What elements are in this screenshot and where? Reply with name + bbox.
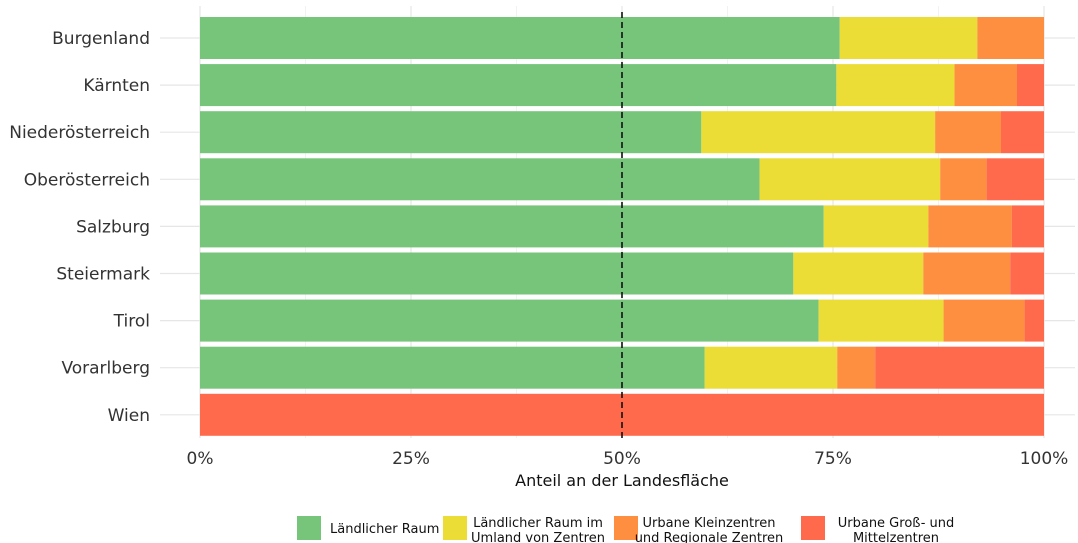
bar-segment: [837, 346, 876, 389]
legend-swatch: [443, 516, 467, 540]
y-tick-label: Salzburg: [76, 217, 150, 237]
legend-label-line: Umland von Zentren: [471, 531, 605, 543]
y-tick-label: Steiermark: [56, 265, 150, 285]
legend-label-line: Ländlicher Raum im: [473, 516, 603, 531]
bar-segment: [977, 17, 1044, 59]
bar-segment: [200, 299, 819, 342]
x-tick-label: 0%: [187, 449, 214, 469]
bar-segment: [928, 205, 1012, 248]
y-tick-label: Tirol: [113, 312, 150, 332]
bar-segment: [923, 252, 1011, 295]
bar-segment: [1000, 111, 1044, 154]
bar-segment: [1024, 299, 1044, 342]
legend-label: Ländlicher Raum im Umland von Zentren: [471, 516, 605, 543]
legend-swatch: [297, 516, 321, 540]
x-tick-labels: 0% 25% 50% 75% 100%: [187, 449, 1069, 469]
y-tick-label: Kärnten: [83, 76, 150, 96]
bar-segment: [200, 346, 705, 389]
bar-segment: [200, 205, 824, 248]
bar-segment: [818, 299, 944, 342]
x-axis-title: Anteil an der Landesfläche: [515, 471, 729, 490]
bar-segment: [986, 158, 1044, 201]
bar-segment: [701, 111, 936, 154]
bar-segment: [200, 17, 840, 59]
bar-segment: [704, 346, 838, 389]
legend-swatch: [801, 516, 825, 540]
x-tick-label: 25%: [392, 449, 430, 469]
legend-label-line: Mittelzentren: [853, 531, 939, 543]
bar-segment: [793, 252, 924, 295]
y-tick-label: Burgenland: [52, 29, 150, 49]
bar-segment: [943, 299, 1025, 342]
y-tick-label: Vorarlberg: [61, 359, 150, 379]
bar-segment: [823, 205, 929, 248]
bar-segment: [839, 17, 978, 59]
x-tick-label: 100%: [1020, 449, 1069, 469]
legend-label: Urbane Kleinzentren und Regionale Zentren: [635, 516, 784, 543]
y-tick-labels: Burgenland Kärnten Niederösterreich Oberöst…: [9, 29, 150, 426]
legend-label-line: Urbane Groß- und: [838, 516, 955, 531]
legend-label: Ländlicher Raum: [330, 522, 439, 537]
bar-segment: [1011, 205, 1044, 248]
bar-segment: [200, 111, 702, 154]
legend-label-line: Urbane Kleinzentren: [643, 516, 776, 531]
y-tick-label: Oberösterreich: [24, 170, 150, 190]
legend: Ländlicher Raum Ländlicher Raum im Umland …: [297, 516, 954, 543]
bar-segment: [940, 158, 987, 201]
bar-segment: [954, 64, 1017, 107]
bar-segment: [759, 158, 941, 201]
bars: [200, 17, 1044, 436]
legend-swatch: [614, 516, 638, 540]
x-tick-label: 75%: [814, 449, 852, 469]
bar-segment: [200, 158, 760, 201]
x-tick-label: 50%: [603, 449, 641, 469]
bar-segment: [935, 111, 1001, 154]
legend-label: Urbane Groß- und Mittelzentren: [838, 516, 955, 543]
bar-segment: [1010, 252, 1044, 295]
bar-segment: [200, 252, 794, 295]
y-tick-label: Wien: [108, 406, 150, 426]
bar-segment: [200, 64, 837, 107]
bar-segment: [836, 64, 955, 107]
legend-label-line: und Regionale Zentren: [635, 531, 784, 543]
bar-segment: [875, 346, 1044, 389]
bar-segment: [1016, 64, 1044, 107]
y-tick-label: Niederösterreich: [9, 123, 150, 143]
